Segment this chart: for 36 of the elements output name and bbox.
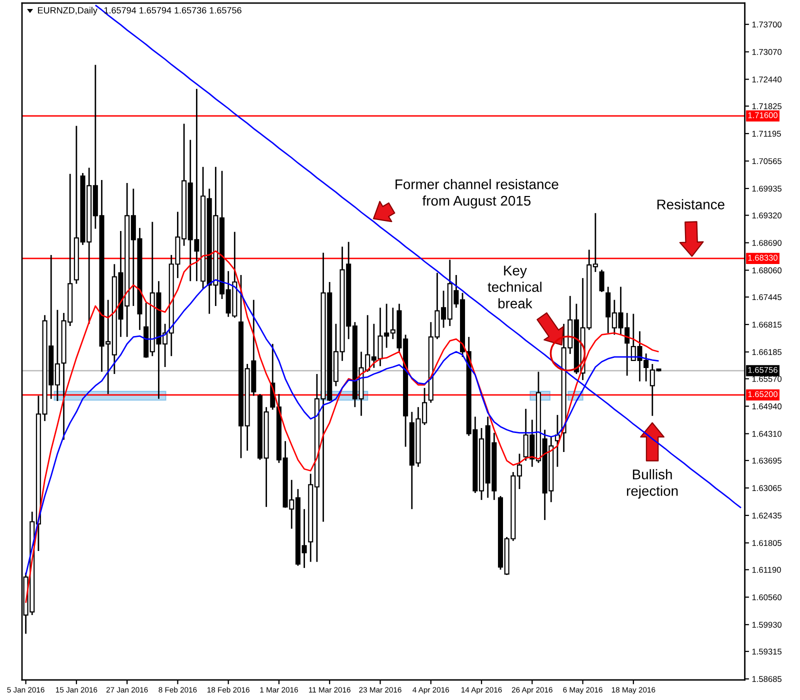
y-tick-label: 1.71195 [752, 130, 781, 137]
y-tick-label: 1.71825 [752, 103, 782, 110]
y-tick-label: 1.63065 [752, 485, 782, 492]
annotation: Key technical break [488, 266, 542, 308]
ref-line-label: 1.65756 [748, 366, 778, 373]
ref-line-label: 1.68330 [748, 254, 778, 261]
y-tick-label: 1.63695 [752, 458, 782, 464]
annotation: Resistance [657, 199, 724, 210]
y-tick-label: 1.61190 [752, 566, 781, 573]
y-tick-label: 1.59315 [752, 648, 782, 655]
y-tick-label: 1.58685 [752, 676, 782, 682]
y-tick-label: 1.66815 [752, 322, 782, 328]
y-tick-label: 1.73700 [752, 22, 782, 28]
chart-title: EURNZD,Daily [38, 6, 98, 16]
y-tick-label: 1.72440 [752, 76, 782, 82]
y-tick-label: 1.68060 [752, 267, 782, 274]
y-tick-label: 1.64940 [752, 403, 782, 410]
annotation: Bullish rejection [626, 469, 678, 499]
y-tick-label: 1.70565 [752, 158, 782, 164]
y-tick-label: 1.67445 [752, 294, 782, 300]
candlestick [599, 269, 604, 293]
chart-subtitle: 1.65794 1.65794 1.65736 1.65756 [104, 7, 242, 14]
y-tick-label: 1.60560 [752, 594, 782, 600]
y-tick-label: 1.64310 [752, 430, 782, 437]
y-tick-label: 1.62435 [752, 512, 782, 519]
annotation: Former channel resistance from August 2015 [396, 179, 558, 208]
y-tick-label: 1.65570 [752, 376, 782, 382]
y-tick-label: 1.66185 [752, 349, 782, 356]
ref-line-label: 1.71600 [748, 112, 778, 118]
y-tick-label: 1.69320 [752, 212, 782, 218]
y-tick-label: 1.59930 [752, 622, 782, 628]
ref-line-label: 1.65200 [748, 391, 778, 398]
y-tick-label: 1.73070 [752, 49, 782, 55]
y-tick-label: 1.61805 [752, 540, 782, 546]
y-tick-label: 1.68690 [752, 240, 782, 246]
y-tick-label: 1.69935 [752, 186, 782, 192]
